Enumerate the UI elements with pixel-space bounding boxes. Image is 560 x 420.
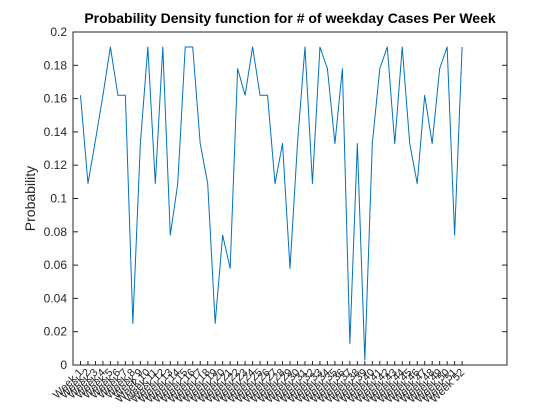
y-tick-label: 0.02 xyxy=(44,325,68,339)
series-layer xyxy=(79,46,463,361)
y-tick-label: 0 xyxy=(60,358,67,372)
plot-area-border xyxy=(72,31,508,366)
y-tick-label: 0.08 xyxy=(44,225,68,239)
y-axis-title: Probability xyxy=(22,166,38,231)
series-line xyxy=(79,46,463,361)
chart-title: Probability Density function for # of we… xyxy=(84,10,496,26)
y-tick-label: 0.16 xyxy=(44,92,68,106)
y-tick-label: 0.14 xyxy=(44,125,68,139)
y-tick-label: 0.1 xyxy=(50,192,67,206)
y-tick-label: 0.12 xyxy=(44,158,68,172)
y-axis-ticks: 0 0.02 0.04 0.06 0.08 0.1 0.12 0.14 0.16 0.18 0.2 xyxy=(44,25,507,372)
y-tick-label: 0.06 xyxy=(44,258,68,272)
y-tick-label: 0.2 xyxy=(50,25,67,39)
y-tick-label: 0.18 xyxy=(44,58,68,72)
y-tick-label: 0.04 xyxy=(44,291,68,305)
